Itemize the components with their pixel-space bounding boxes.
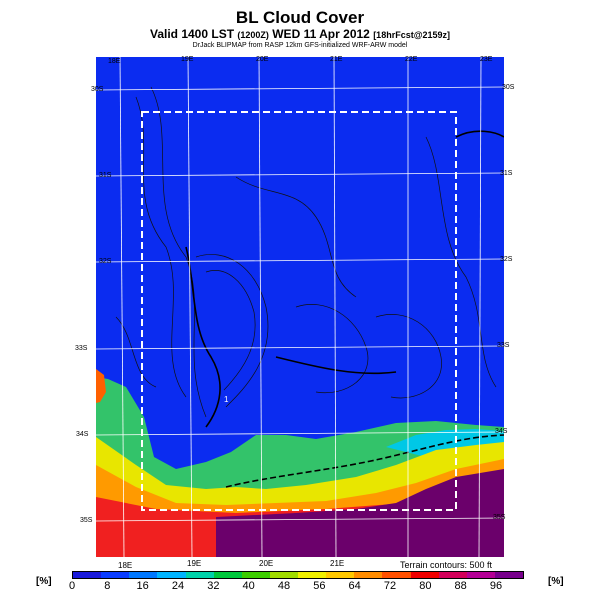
colorbar-label: 64 [348,580,361,592]
lat-label-right-31s: 31S [500,170,513,177]
lat-label-right-30s: 30S [502,84,515,91]
major-terrain-contours [185,130,504,488]
terrain-contour-note: Terrain contours: 500 ft [400,560,493,570]
colorbar-label: 88 [454,580,467,592]
colorbar-swatch [157,572,186,578]
lat-label-right-34s: 34S [495,428,508,435]
colorbar-swatch [73,572,102,578]
lat-label-left-35s: 35S [80,517,93,524]
site-marker-label: 1 [224,395,229,404]
lon-label-bottom-19e: 19E [187,559,202,568]
overcast-ocean [216,469,504,557]
terrain-contours [115,86,497,418]
lon-label-top-22e: 22E [405,56,418,63]
colorbar-label: 32 [207,580,220,592]
lon-label-top-21e: 21E [330,56,343,63]
colorbar-unit-right: [%] [548,576,564,587]
lat-label-right-33s: 33S [497,342,510,349]
forecast-info: [18hrFcst@2159z] [373,30,450,40]
colorbar-swatch [466,572,495,578]
colorbar [72,571,524,579]
colorbar-label: 40 [242,580,255,592]
lat-label-left-33s: 33S [75,345,88,352]
colorbar-label: 24 [171,580,185,592]
lon-label-bottom-21e: 21E [330,559,345,568]
colorbar-swatch [185,572,214,578]
lat-label-left-34s: 34S [76,431,89,438]
colorbar-swatch [326,572,355,578]
colorbar-swatch [410,572,439,578]
lat-label-left-31s: 31S [99,172,112,179]
colorbar-unit-left: [%] [36,576,52,587]
valid-time-subtitle: Valid 1400 LST (1200Z) WED 11 Apr 2012 [… [0,27,600,41]
lat-label-right-35s: 35S [493,514,506,521]
map-title: BL Cloud Cover [235,8,365,27]
lat-label-right-32s: 32S [500,256,513,263]
colorbar-swatch [101,572,130,578]
colorbar-swatch [213,572,242,578]
colorbar-label: 96 [489,580,503,592]
lon-label-bottom-20e: 20E [259,559,274,568]
colorbar-swatch [298,572,327,578]
overcast-coast-west [96,369,106,403]
colorbar-label: 0 [68,580,76,592]
lat-label-left-30s: 30S [91,86,104,93]
valid-time-utc: (1200Z) [237,30,269,40]
colorbar-swatch [241,572,270,578]
valid-date: WED 11 Apr 2012 [272,27,370,41]
model-credit: DrJack BLIPMAP from RASP 12km GFS-initia… [192,42,408,49]
lon-label-top-23e: 23E [480,56,493,63]
colorbar-swatch [382,572,411,578]
colorbar-swatch [354,572,383,578]
cloud-cover-map [96,57,504,557]
colorbar-label: 80 [419,580,432,592]
map-graphic [96,57,504,557]
lon-label-bottom-18e: 18E [118,561,133,570]
colorbar-label: 48 [277,580,291,592]
colorbar-labels: 0 8 16 24 32 40 48 56 64 72 80 88 96 [68,580,524,594]
lon-label-top-18e: 18E [108,58,121,65]
lon-label-top-19e: 19E [181,56,194,63]
colorbar-label: 16 [136,580,149,592]
colorbar-swatch [129,572,158,578]
colorbar-swatch [269,572,298,578]
valid-time: Valid 1400 LST [149,27,235,41]
colorbar-label: 8 [104,580,111,592]
latlon-grid [96,57,504,557]
domain-boundary [141,111,457,511]
colorbar-label: 72 [383,580,397,592]
lon-label-top-20e: 20E [256,56,269,63]
lat-label-left-32s: 32S [99,258,112,265]
colorbar-swatch [438,572,467,578]
colorbar-label: 56 [313,580,326,592]
colorbar-swatch [494,572,523,578]
